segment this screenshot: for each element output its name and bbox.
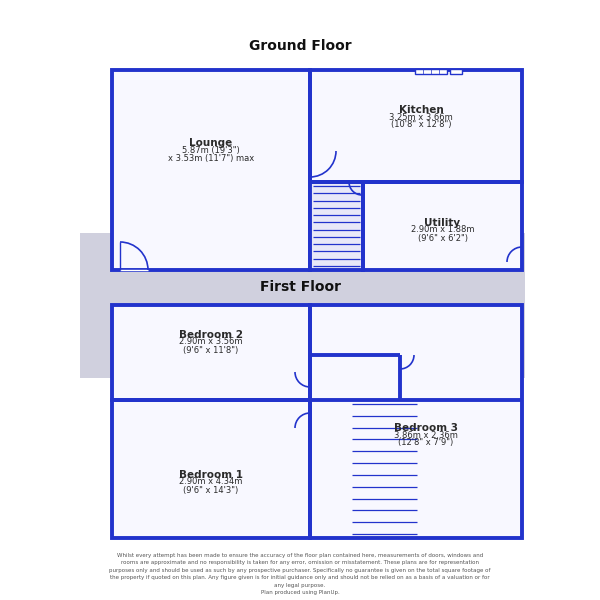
Text: Bedroom 2: Bedroom 2: [179, 330, 243, 340]
Bar: [112, 305, 310, 400]
Text: 2.90m x 4.34m: 2.90m x 4.34m: [179, 478, 242, 487]
Text: (9'6" x 6'2"): (9'6" x 6'2"): [418, 233, 467, 242]
Text: (10'8" x 12'8"): (10'8" x 12'8"): [391, 121, 451, 130]
Bar: [450, 69, 462, 74]
Text: Kitchen: Kitchen: [398, 105, 443, 115]
Text: SIMMONS & SON: SIMMONS & SON: [162, 196, 438, 224]
Text: Bedroom 1: Bedroom 1: [179, 470, 243, 480]
Bar: [112, 400, 310, 538]
Bar: [363, 182, 522, 270]
Text: Ground Floor: Ground Floor: [248, 39, 352, 53]
Text: 5.87m (19'3"): 5.87m (19'3"): [182, 145, 240, 154]
Bar: [80, 233, 525, 378]
Text: Bedroom 3: Bedroom 3: [394, 423, 458, 433]
Text: x 3.53m (11'7") max: x 3.53m (11'7") max: [168, 154, 254, 163]
Text: Utility: Utility: [424, 218, 461, 228]
Text: First Floor: First Floor: [260, 280, 341, 294]
Text: 3.25m x 3.66m: 3.25m x 3.66m: [389, 113, 453, 121]
Text: (9'6" x 14'3"): (9'6" x 14'3"): [184, 485, 239, 494]
Bar: [310, 305, 522, 538]
Text: 3.86m x 2.36m: 3.86m x 2.36m: [394, 431, 458, 439]
Text: Whilst every attempt has been made to ensure the accuracy of the floor plan cont: Whilst every attempt has been made to en…: [109, 553, 491, 595]
Bar: [112, 70, 310, 270]
Text: 2.90m x 3.56m: 2.90m x 3.56m: [179, 337, 243, 346]
Text: (9'6" x 11'8"): (9'6" x 11'8"): [184, 346, 239, 355]
Text: 2.90m x 1.88m: 2.90m x 1.88m: [411, 226, 474, 235]
Text: (12'8" x 7'9"): (12'8" x 7'9"): [398, 439, 454, 448]
Bar: [415, 69, 447, 74]
Text: Lounge: Lounge: [190, 138, 233, 148]
Bar: [310, 70, 522, 182]
Bar: [310, 182, 363, 270]
